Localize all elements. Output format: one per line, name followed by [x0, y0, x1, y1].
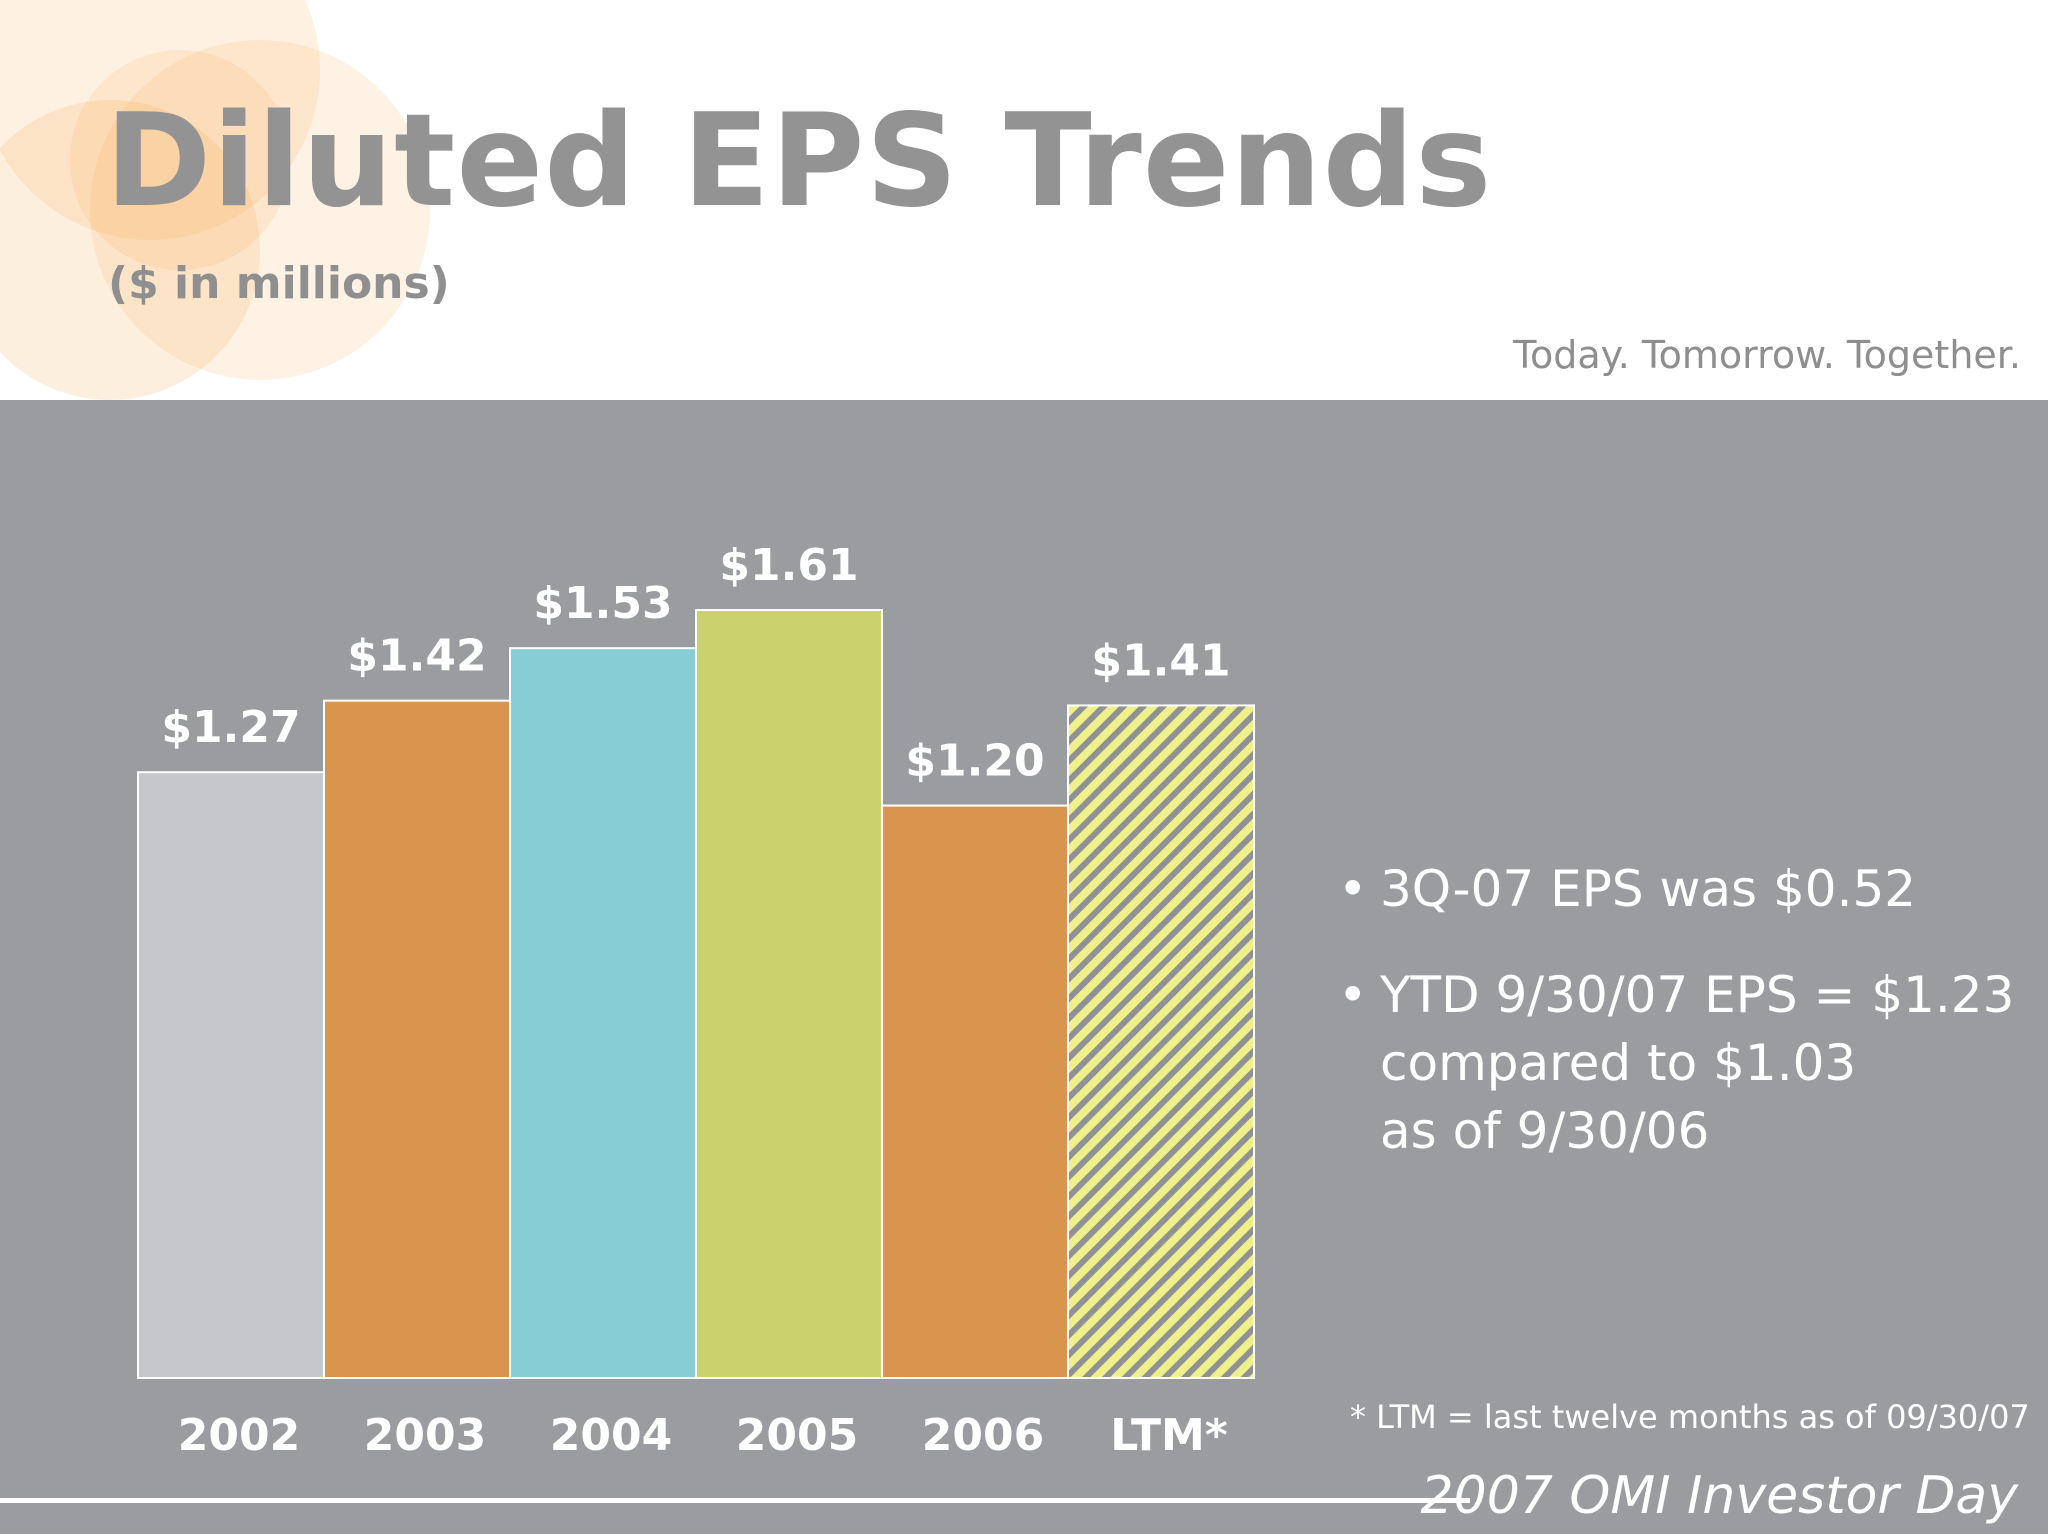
category-label-2005: 2005 — [736, 1410, 858, 1461]
bar-2006 — [881, 804, 1069, 1380]
bullet-item-2: • YTD 9/30/07 EPS = $1.23 compared to $1… — [1330, 961, 2030, 1165]
value-label-2006: $1.20 — [905, 736, 1044, 787]
bullet-list: • 3Q-07 EPS was $0.52 • YTD 9/30/07 EPS … — [1330, 855, 2030, 1203]
category-label-2002: 2002 — [178, 1410, 300, 1461]
value-label-2004: $1.53 — [533, 578, 672, 629]
value-label-2002: $1.27 — [161, 702, 300, 753]
bar-2003 — [323, 699, 511, 1380]
bar-ltm — [1067, 704, 1255, 1379]
value-label-ltm: $1.41 — [1091, 635, 1230, 686]
bar-2002 — [137, 771, 325, 1379]
bullet-2-line-3: as of 9/30/06 — [1380, 1102, 1710, 1160]
value-label-2003: $1.42 — [347, 631, 486, 682]
header: Diluted EPS Trends ($ in millions) Today… — [0, 0, 2048, 400]
page-subtitle: ($ in millions) — [108, 258, 450, 309]
footnote: * LTM = last twelve months as of 09/30/0… — [1350, 1398, 2030, 1436]
bullet-2-line-2: compared to $1.03 — [1380, 1034, 1857, 1092]
bullet-2-line-1: YTD 9/30/07 EPS = $1.23 — [1380, 966, 2015, 1024]
footer-event-title: 2007 OMI Investor Day — [1420, 1466, 2018, 1526]
category-label-2004: 2004 — [550, 1410, 672, 1461]
category-label-ltm: LTM* — [1110, 1410, 1228, 1461]
page-title: Diluted EPS Trends — [105, 87, 1493, 236]
category-label-2006: 2006 — [922, 1410, 1044, 1461]
footer-rule — [0, 1498, 1470, 1503]
petal-logo-graphic — [0, 0, 430, 400]
bar-2004 — [509, 647, 697, 1379]
bar-2005 — [695, 609, 883, 1379]
bullet-item-1: • 3Q-07 EPS was $0.52 — [1330, 855, 2030, 923]
bullet-dot-icon: • — [1338, 860, 1368, 918]
tagline: Today. Tomorrow. Together. — [1513, 333, 2021, 377]
category-label-2003: 2003 — [364, 1410, 486, 1461]
bullet-1-line-1: 3Q-07 EPS was $0.52 — [1380, 860, 1917, 918]
bullet-dot-icon: • — [1338, 966, 1368, 1024]
eps-bar-chart: $1.27 2002 $1.42 2003 $1.53 2004 $1.61 2005 $1.2… — [137, 540, 1255, 1461]
value-label-2005: $1.61 — [719, 540, 858, 591]
